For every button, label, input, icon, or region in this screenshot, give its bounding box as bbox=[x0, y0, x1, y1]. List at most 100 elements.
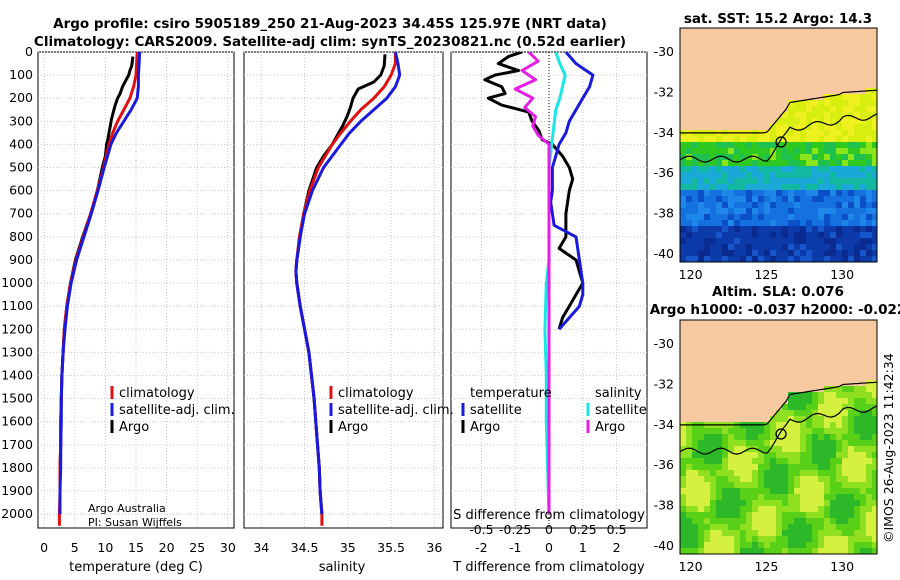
map-cell bbox=[860, 434, 866, 440]
map-cell bbox=[806, 530, 812, 536]
map-cell bbox=[836, 184, 842, 190]
map-cell bbox=[746, 320, 752, 326]
map-cell bbox=[830, 368, 836, 374]
map-cell bbox=[806, 118, 812, 124]
map-cell bbox=[824, 34, 830, 40]
map-cell bbox=[830, 250, 836, 256]
map-cell bbox=[740, 148, 746, 154]
map-cell bbox=[710, 338, 716, 344]
map-cell bbox=[764, 202, 770, 208]
map-cell bbox=[872, 238, 877, 244]
map-cell bbox=[710, 64, 716, 70]
map-cell bbox=[686, 250, 692, 256]
map-cell bbox=[752, 326, 758, 332]
map-cell bbox=[704, 100, 710, 106]
map-cell bbox=[824, 196, 830, 202]
map-cell bbox=[758, 374, 764, 380]
map-cell bbox=[812, 464, 818, 470]
map-cell bbox=[854, 82, 860, 88]
depth-tick-label: 900 bbox=[9, 252, 33, 267]
map-cell bbox=[854, 434, 860, 440]
map-cell bbox=[740, 28, 746, 34]
map-cell bbox=[770, 226, 776, 232]
map-cell bbox=[776, 34, 782, 40]
map-cell bbox=[842, 392, 848, 398]
map-cell bbox=[866, 338, 872, 344]
legend-climatology: climatology bbox=[338, 386, 414, 401]
map-cell bbox=[866, 118, 872, 124]
map-cell bbox=[752, 136, 758, 142]
map-cell bbox=[680, 106, 686, 112]
map-cell bbox=[722, 142, 728, 148]
map-cell bbox=[830, 202, 836, 208]
map-cell bbox=[848, 250, 854, 256]
map-cell bbox=[680, 64, 686, 70]
map-cell bbox=[788, 226, 794, 232]
map-cell bbox=[854, 536, 860, 542]
map-cell bbox=[830, 494, 836, 500]
map-cell bbox=[836, 458, 842, 464]
map-cell bbox=[704, 28, 710, 34]
legend-salinity-title: salinity bbox=[595, 386, 642, 401]
map-cell bbox=[716, 88, 722, 94]
map-cell bbox=[836, 512, 842, 518]
map-cell bbox=[806, 160, 812, 166]
map-cell bbox=[710, 160, 716, 166]
map-cell bbox=[800, 196, 806, 202]
map-cell bbox=[680, 142, 686, 148]
map-cell bbox=[776, 356, 782, 362]
map-cell bbox=[776, 130, 782, 136]
map-cell bbox=[872, 178, 877, 184]
map-cell bbox=[788, 344, 794, 350]
map-cell bbox=[800, 452, 806, 458]
map-cell bbox=[812, 440, 818, 446]
map-y-tick: -30 bbox=[654, 336, 674, 351]
map-cell bbox=[722, 434, 728, 440]
map-cell bbox=[680, 350, 686, 356]
map-cell bbox=[680, 518, 686, 524]
map-cell bbox=[794, 326, 800, 332]
map-cell bbox=[716, 112, 722, 118]
map-cell bbox=[764, 482, 770, 488]
map-cell bbox=[704, 428, 710, 434]
map-cell bbox=[842, 118, 848, 124]
map-cell bbox=[872, 488, 877, 494]
map-cell bbox=[758, 100, 764, 106]
map-cell bbox=[740, 476, 746, 482]
map-x-tick: 125 bbox=[754, 559, 778, 574]
map-cell bbox=[728, 500, 734, 506]
map-cell bbox=[806, 470, 812, 476]
map-cell bbox=[692, 106, 698, 112]
map-cell bbox=[830, 76, 836, 82]
map-cell bbox=[836, 530, 842, 536]
map-cell bbox=[752, 184, 758, 190]
map-cell bbox=[806, 130, 812, 136]
map-cell bbox=[704, 470, 710, 476]
map-cell bbox=[794, 202, 800, 208]
map-cell bbox=[698, 356, 704, 362]
map-cell bbox=[764, 362, 770, 368]
map-cell bbox=[758, 172, 764, 178]
map-cell bbox=[692, 118, 698, 124]
map-cell bbox=[812, 238, 818, 244]
map-cell bbox=[698, 196, 704, 202]
map-cell bbox=[872, 166, 877, 172]
map-cell bbox=[716, 416, 722, 422]
map-cell bbox=[848, 392, 854, 398]
map-cell bbox=[692, 232, 698, 238]
map-cell bbox=[752, 52, 758, 58]
map-cell bbox=[704, 172, 710, 178]
map-cell bbox=[680, 320, 686, 326]
map-cell bbox=[788, 160, 794, 166]
map-cell bbox=[872, 338, 877, 344]
map-cell bbox=[854, 506, 860, 512]
map-cell bbox=[758, 500, 764, 506]
map-cell bbox=[812, 88, 818, 94]
map-cell bbox=[752, 196, 758, 202]
map-cell bbox=[686, 452, 692, 458]
map-cell bbox=[740, 94, 746, 100]
map-cell bbox=[842, 434, 848, 440]
map-cell bbox=[848, 356, 854, 362]
map-cell bbox=[794, 70, 800, 76]
map-cell bbox=[680, 46, 686, 52]
